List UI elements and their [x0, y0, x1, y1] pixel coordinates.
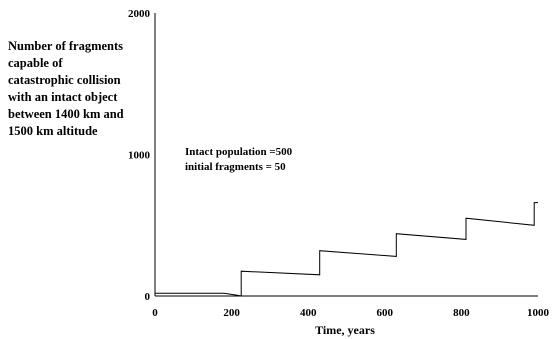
y-tick-label: 0 — [145, 291, 151, 303]
annotation: Intact population =500 initial fragments… — [185, 145, 292, 175]
annotation-line-1: Intact population =500 — [185, 146, 293, 158]
y-tick-label: 1000 — [128, 150, 151, 162]
y-axis-label: Number of fragments capable of catastrop… — [8, 39, 124, 138]
x-axis-label: Time, years — [315, 323, 375, 337]
series-line — [155, 202, 538, 297]
y-tick-label: 2000 — [128, 8, 151, 20]
x-tick-label: 1000 — [527, 307, 550, 319]
x-tick-label: 600 — [377, 307, 394, 319]
tick-labels: 0 200 400 600 800 1000 0 1000 2000 — [128, 8, 550, 319]
x-tick-label: 400 — [300, 307, 317, 319]
x-tick-label: 800 — [453, 307, 470, 319]
x-tick-label: 0 — [152, 307, 158, 319]
axes — [154, 13, 538, 297]
annotation-line-2: initial fragments = 50 — [185, 161, 286, 173]
x-tick-label: 200 — [223, 307, 240, 319]
